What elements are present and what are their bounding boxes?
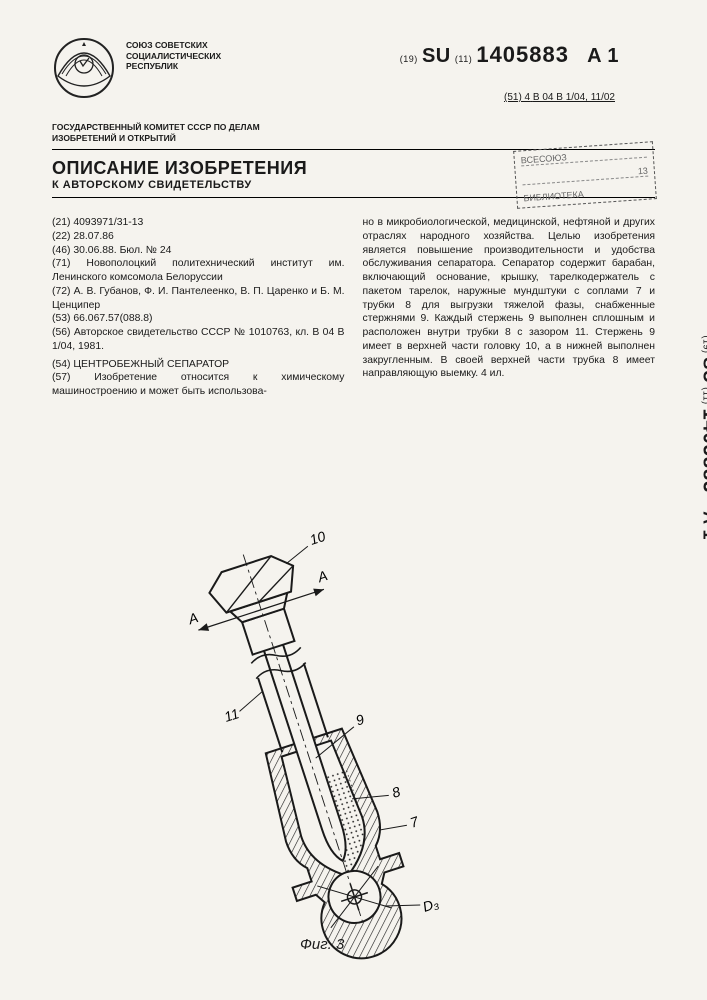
label-7: 7 <box>408 813 422 831</box>
publication-number: (19) SU (11) 1405883 A 1 <box>400 42 619 68</box>
side-code-19: (19) <box>701 336 707 354</box>
field-57a: (57) Изобретение относится к химическому… <box>52 371 345 398</box>
state-emblem-icon <box>52 36 116 100</box>
figure-3: A A 10 11 9 8 7 D₃ <box>160 530 460 960</box>
field-53: (53) 66.067.57(088.8) <box>52 312 345 326</box>
doc-number: 1405883 <box>476 42 569 67</box>
issuing-org: СОЮЗ СОВЕТСКИХ СОЦИАЛИСТИЧЕСКИХ РЕСПУБЛИ… <box>126 40 266 72</box>
side-country: SU <box>699 357 707 383</box>
title-block: ОПИСАНИЕ ИЗОБРЕТЕНИЯ К АВТОРСКОМУ СВИДЕТ… <box>52 158 655 191</box>
ipc-prefix: (51) 4 <box>504 92 530 103</box>
field-71: (71) Новополоцкий политехнический инстит… <box>52 257 345 284</box>
stamp-line-2: 13 <box>522 166 648 186</box>
field-21: (21) 4093971/31-13 <box>52 216 345 230</box>
field-22: (22) 28.07.86 <box>52 230 345 244</box>
side-code-11: (11) <box>701 387 707 404</box>
label-9: 9 <box>354 711 367 729</box>
code-11: (11) <box>455 54 472 64</box>
side-number: 1405883 <box>698 408 707 493</box>
country-code: SU <box>422 45 451 67</box>
label-A-right: A <box>315 567 330 585</box>
code-19: (19) <box>400 54 418 64</box>
label-8: 8 <box>390 783 403 801</box>
stamp-line-3: БИБЛИОТЕКA <box>523 185 649 204</box>
label-D3: D₃ <box>421 895 441 915</box>
label-10: 10 <box>308 530 328 548</box>
col-left: (21) 4093971/31-13 (22) 28.07.86 (46) 30… <box>52 216 345 399</box>
kind-code: A 1 <box>587 45 619 67</box>
ipc-class: (51) 4 B 04 B 1/04, 11/02 <box>504 92 615 103</box>
field-46: (46) 30.06.88. Бюл. № 24 <box>52 244 345 258</box>
field-54: (54) ЦЕНТРОБЕЖНЫЙ СЕПАРАТОР <box>52 358 345 372</box>
field-72: (72) А. В. Губанов, Ф. И. Пантелеенко, В… <box>52 285 345 312</box>
figure-caption: Фиг. 3 <box>300 936 344 953</box>
library-stamp: ВСЕСОЮЗ 13 БИБЛИОТЕКA <box>513 141 657 209</box>
stamp-line-1: ВСЕСОЮЗ <box>520 147 646 167</box>
committee: ГОСУДАРСТВЕННЫЙ КОМИТЕТ СССР ПО ДЕЛАМ ИЗ… <box>52 122 272 143</box>
field-56: (56) Авторское свидетельство СССР № 1010… <box>52 326 345 353</box>
side-kind: A 1 <box>699 511 707 540</box>
field-57b: но в микробиологической, медицинской, не… <box>363 216 656 381</box>
bibliographic-columns: (21) 4093971/31-13 (22) 28.07.86 (46) 30… <box>52 216 655 399</box>
header: СОЮЗ СОВЕТСКИХ СОЦИАЛИСТИЧЕСКИХ РЕСПУБЛИ… <box>52 36 655 116</box>
side-publication-number: (19) SU (11) 1405883 A 1 <box>697 336 707 540</box>
col-right: но в микробиологической, медицинской, не… <box>363 216 656 399</box>
ipc-codes: B 04 B 1/04, 11/02 <box>533 92 615 103</box>
label-11: 11 <box>222 705 241 725</box>
label-A-left: A <box>185 609 200 627</box>
